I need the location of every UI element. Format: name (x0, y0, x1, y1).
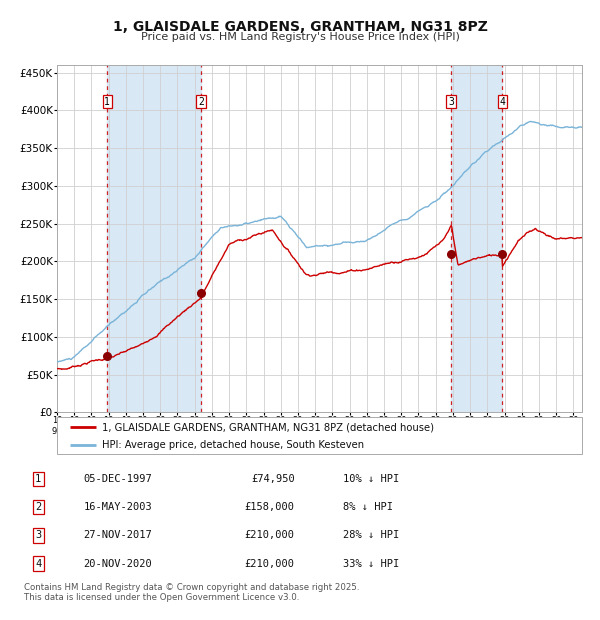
Text: 1, GLAISDALE GARDENS, GRANTHAM, NG31 8PZ (detached house): 1, GLAISDALE GARDENS, GRANTHAM, NG31 8PZ… (101, 422, 434, 432)
Text: HPI: Average price, detached house, South Kesteven: HPI: Average price, detached house, Sout… (101, 440, 364, 450)
Text: 16-MAY-2003: 16-MAY-2003 (83, 502, 152, 512)
Text: 27-NOV-2017: 27-NOV-2017 (83, 531, 152, 541)
Text: Contains HM Land Registry data © Crown copyright and database right 2025.
This d: Contains HM Land Registry data © Crown c… (24, 583, 359, 602)
Text: 1: 1 (35, 474, 41, 484)
Text: 28% ↓ HPI: 28% ↓ HPI (343, 531, 399, 541)
Text: 10% ↓ HPI: 10% ↓ HPI (343, 474, 399, 484)
Text: £210,000: £210,000 (245, 531, 295, 541)
Text: 1, GLAISDALE GARDENS, GRANTHAM, NG31 8PZ: 1, GLAISDALE GARDENS, GRANTHAM, NG31 8PZ (113, 20, 487, 34)
Text: £210,000: £210,000 (245, 559, 295, 569)
Text: Price paid vs. HM Land Registry's House Price Index (HPI): Price paid vs. HM Land Registry's House … (140, 32, 460, 42)
Bar (107, 65, 201, 412)
FancyBboxPatch shape (57, 417, 582, 454)
Text: 05-DEC-1997: 05-DEC-1997 (83, 474, 152, 484)
Text: 4: 4 (500, 97, 505, 107)
Text: 3: 3 (35, 531, 41, 541)
Text: 2: 2 (198, 97, 204, 107)
Text: 3: 3 (448, 97, 454, 107)
Text: 1: 1 (104, 97, 110, 107)
Text: 8% ↓ HPI: 8% ↓ HPI (343, 502, 392, 512)
Text: £158,000: £158,000 (245, 502, 295, 512)
Text: £74,950: £74,950 (251, 474, 295, 484)
Bar (451, 65, 502, 412)
Text: 4: 4 (35, 559, 41, 569)
Text: 2: 2 (35, 502, 41, 512)
Text: 33% ↓ HPI: 33% ↓ HPI (343, 559, 399, 569)
Text: 20-NOV-2020: 20-NOV-2020 (83, 559, 152, 569)
